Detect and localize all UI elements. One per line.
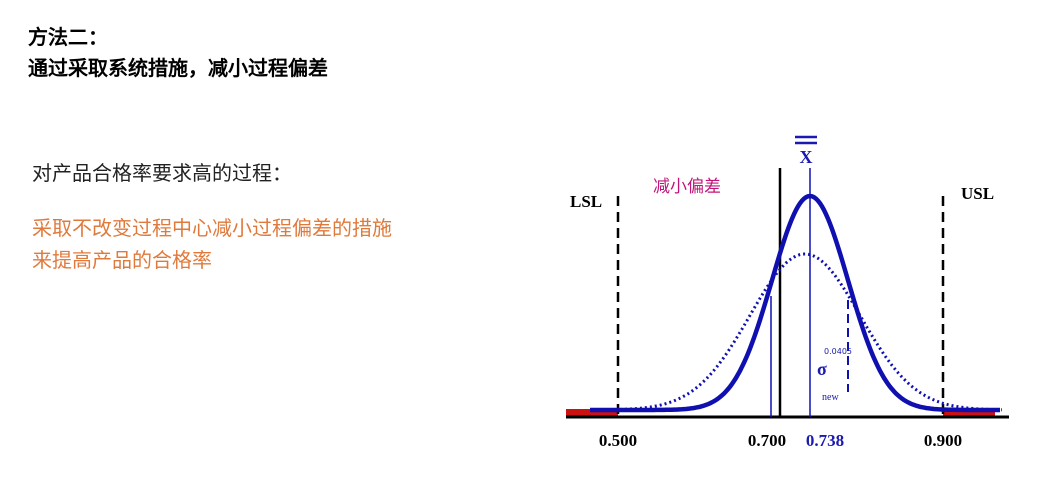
tick-label-lsl: 0.500 [599, 431, 637, 450]
sigma-symbol: σ [817, 359, 827, 379]
tick-label-mean: 0.738 [806, 431, 844, 450]
reduced-distribution-curve [590, 193, 1000, 413]
right-tail-region [943, 409, 995, 417]
reduce-deviation-label: 减小偏差 [653, 177, 721, 197]
original-distribution-curve [590, 252, 1002, 412]
method-line-2: 来提高产品的合格率 [32, 248, 212, 272]
xbar-label: X [800, 147, 813, 167]
sigma-value: 0.0405 [824, 347, 852, 356]
method-text: 采取不改变过程中心减小过程偏差的措施 来提高产品的合格率 [32, 212, 392, 276]
lsl-label: LSL [570, 192, 602, 211]
tick-label-usl: 0.900 [924, 431, 962, 450]
left-tail-region [566, 409, 618, 417]
intro-text: 对产品合格率要求高的过程： [32, 161, 292, 185]
heading: 方法二： 通过采取系统措施，减小过程偏差 [28, 22, 328, 84]
heading-method-subtitle: 通过采取系统措施，减小过程偏差 [28, 56, 328, 80]
method-line-1: 采取不改变过程中心减小过程偏差的措施 [32, 216, 392, 240]
heading-method-title: 方法二： [28, 25, 108, 49]
tick-label-center: 0.700 [748, 431, 786, 450]
usl-label: USL [961, 184, 994, 203]
sigma-subscript: new [822, 392, 839, 403]
